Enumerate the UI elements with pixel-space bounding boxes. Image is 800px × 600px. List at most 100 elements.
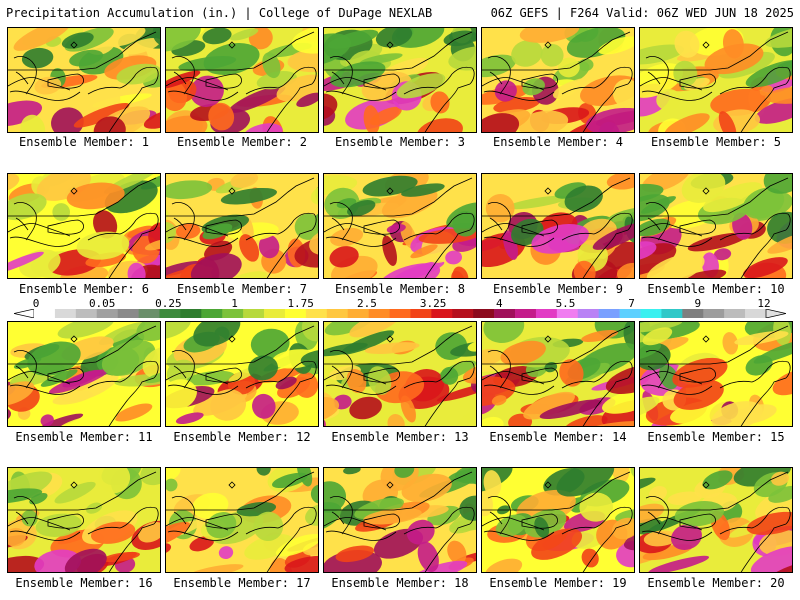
precip-contour	[447, 540, 467, 564]
precip-contour	[674, 501, 725, 527]
precip-contour	[458, 405, 476, 426]
precip-contour	[166, 379, 197, 410]
boundary-line	[293, 212, 317, 231]
ensemble-map-panel	[639, 321, 793, 427]
ensemble-member-label: Ensemble Member: 20	[647, 576, 785, 590]
boundary-line	[166, 325, 315, 365]
precip-contour	[166, 478, 178, 492]
boundary-line	[740, 229, 787, 278]
precip-contour	[262, 52, 281, 79]
boundary-line	[679, 73, 716, 89]
precip-contour	[416, 118, 463, 132]
boundary-line	[641, 90, 713, 101]
colorbar-tick-label: 1	[231, 297, 238, 310]
precip-contour	[382, 235, 397, 266]
precip-contour	[127, 262, 146, 278]
ensemble-member-label: Ensemble Member: 1	[18, 135, 150, 149]
precip-contour	[667, 491, 703, 506]
colorbar-swatch	[452, 309, 474, 318]
precip-contour	[396, 73, 446, 99]
boundary-line	[331, 511, 345, 525]
geographic-boundaries	[482, 471, 633, 572]
precip-contour	[640, 322, 683, 333]
boundary-line	[87, 513, 137, 535]
precip-contour	[275, 376, 297, 390]
precip-contour	[704, 43, 764, 75]
boundary-line	[719, 219, 769, 241]
precip-field	[482, 322, 634, 426]
boundary-line	[640, 371, 703, 385]
colorbar-swatch	[75, 309, 98, 318]
geographic-boundaries	[482, 177, 633, 278]
precip-contour	[531, 528, 583, 560]
geographic-boundaries	[482, 31, 633, 132]
ensemble-member-label: Ensemble Member: 15	[647, 430, 785, 444]
precip-contour	[175, 412, 204, 424]
precip-contour	[754, 97, 792, 124]
precip-contour	[230, 28, 259, 41]
geographic-boundaries	[166, 471, 317, 572]
precip-contour	[305, 504, 318, 526]
geographic-boundaries	[8, 471, 159, 572]
colorbar-tick-label: 7	[628, 297, 635, 310]
boundary-line	[482, 177, 631, 217]
boundary-line	[487, 496, 511, 535]
precip-contour	[702, 470, 733, 490]
boundary-line	[108, 523, 155, 572]
colorbar	[14, 309, 786, 318]
lake-marker-icon	[544, 481, 552, 489]
precip-contour	[166, 543, 172, 554]
precip-contour	[498, 28, 513, 44]
precip-contour	[558, 57, 580, 78]
precip-contour	[284, 555, 318, 572]
precip-contour	[436, 383, 476, 402]
precip-contour	[722, 332, 739, 355]
precip-contour	[57, 322, 114, 339]
precip-contour	[519, 28, 580, 43]
colorbar-swatch	[494, 309, 516, 318]
precip-contour	[755, 488, 792, 522]
precip-contour	[328, 29, 379, 49]
ensemble-map-panel	[165, 467, 319, 573]
precip-contour	[544, 361, 558, 373]
precip-contour	[646, 253, 705, 278]
precip-contour	[410, 560, 468, 572]
boundary-line	[582, 83, 629, 132]
precip-contour	[228, 85, 286, 114]
precip-contour	[467, 340, 476, 352]
precip-contour	[178, 470, 214, 489]
colorbar-swatch	[243, 309, 265, 318]
boundary-line	[245, 219, 295, 241]
boundary-line	[521, 367, 558, 383]
precip-contour	[592, 222, 634, 250]
boundary-line	[483, 236, 555, 247]
precip-contour	[674, 30, 700, 58]
boundary-line	[171, 496, 195, 535]
precip-contour	[598, 36, 634, 55]
ensemble-map-panel	[323, 321, 477, 427]
precip-contour	[291, 28, 318, 54]
precip-contour	[287, 46, 318, 73]
boundary-line	[8, 31, 157, 71]
precip-contour	[616, 540, 634, 568]
ensemble-member-label: Ensemble Member: 2	[176, 135, 308, 149]
boundary-line	[329, 496, 353, 535]
precip-contour	[585, 107, 634, 132]
precip-contour	[98, 468, 131, 494]
precip-contour	[506, 195, 568, 210]
precip-contour	[764, 86, 792, 104]
colorbar-tick-label: 0.05	[88, 297, 116, 310]
precip-contour	[763, 174, 792, 194]
precip-field	[166, 468, 318, 572]
boundary-line	[9, 236, 81, 247]
boundary-line	[767, 66, 791, 85]
precip-contour	[640, 503, 665, 524]
precip-contour	[767, 230, 792, 254]
precip-contour	[711, 401, 763, 426]
boundary-line	[489, 217, 503, 231]
geographic-boundaries	[166, 31, 317, 132]
boundary-line	[205, 513, 242, 529]
precip-contour	[166, 115, 208, 132]
precip-contour	[349, 396, 382, 420]
precip-contour	[579, 492, 613, 522]
